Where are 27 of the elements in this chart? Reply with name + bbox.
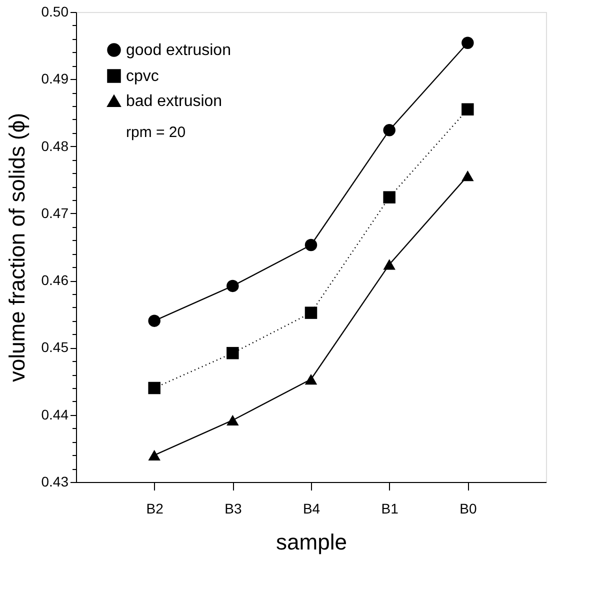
y-tick-label: 0.48	[41, 138, 69, 154]
point	[148, 382, 160, 394]
y-tick-label: 0.49	[41, 70, 69, 87]
y-tick-label: 0.43	[41, 474, 69, 490]
x-tick-label: B1	[381, 500, 399, 516]
legend-label: good extrusion	[126, 42, 231, 59]
y-axis-title: volume fraction of solids (ϕ)	[4, 112, 30, 382]
point	[462, 36, 474, 49]
x-axis-title: sample	[276, 530, 347, 554]
x-tick-label: B2	[146, 500, 164, 516]
x-tick-label: B0	[460, 500, 477, 516]
y-tick-label: 0.46	[41, 272, 69, 288]
point	[148, 314, 160, 327]
point	[304, 306, 318, 319]
legend-label: cpvc	[126, 68, 159, 85]
x-tick-label: B4	[302, 500, 320, 516]
point	[383, 191, 396, 204]
y-tick-label: 0.44	[41, 406, 69, 422]
point	[462, 103, 474, 116]
y-tick-label: 0.47	[41, 204, 69, 221]
legend-label: bad extrusion	[126, 93, 222, 110]
y-tick-label: 0.50	[41, 4, 69, 20]
point	[226, 346, 239, 360]
point	[148, 450, 160, 460]
x-tick-label: B3	[224, 500, 242, 516]
y-tick-label: 0.45	[41, 339, 69, 356]
annotation: rpm = 20	[126, 124, 186, 141]
